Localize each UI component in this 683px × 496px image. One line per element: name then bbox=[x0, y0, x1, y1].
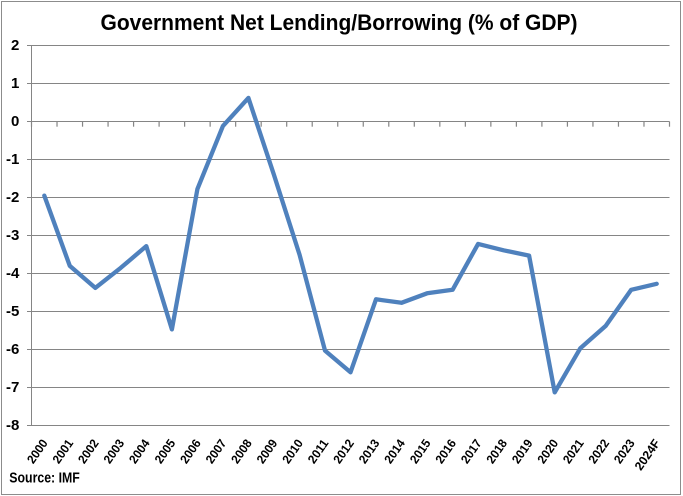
svg-text:0: 0 bbox=[11, 113, 19, 130]
svg-text:Government Net Lending/Borrowi: Government Net Lending/Borrowing (% of G… bbox=[101, 10, 578, 35]
svg-text:-7: -7 bbox=[6, 379, 19, 396]
svg-text:-6: -6 bbox=[6, 341, 19, 358]
svg-text:-3: -3 bbox=[6, 227, 19, 244]
svg-text:Source: IMF: Source: IMF bbox=[9, 470, 80, 486]
svg-text:-2: -2 bbox=[6, 189, 19, 206]
svg-text:-5: -5 bbox=[6, 303, 19, 320]
svg-text:2: 2 bbox=[11, 37, 19, 54]
svg-text:1: 1 bbox=[11, 75, 19, 92]
svg-text:-4: -4 bbox=[6, 265, 20, 282]
svg-text:-1: -1 bbox=[6, 151, 19, 168]
svg-text:-8: -8 bbox=[6, 417, 19, 434]
